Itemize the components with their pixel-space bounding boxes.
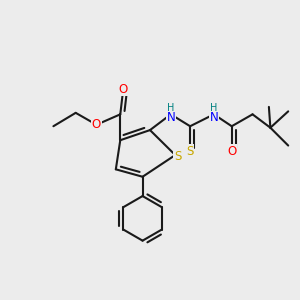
Text: H: H bbox=[167, 103, 175, 113]
Text: S: S bbox=[186, 145, 194, 158]
Text: N: N bbox=[167, 111, 175, 124]
Text: H: H bbox=[210, 103, 218, 113]
Text: O: O bbox=[92, 118, 101, 131]
Text: O: O bbox=[227, 145, 236, 158]
Text: S: S bbox=[174, 150, 181, 163]
Text: N: N bbox=[209, 111, 218, 124]
Text: O: O bbox=[118, 82, 128, 96]
